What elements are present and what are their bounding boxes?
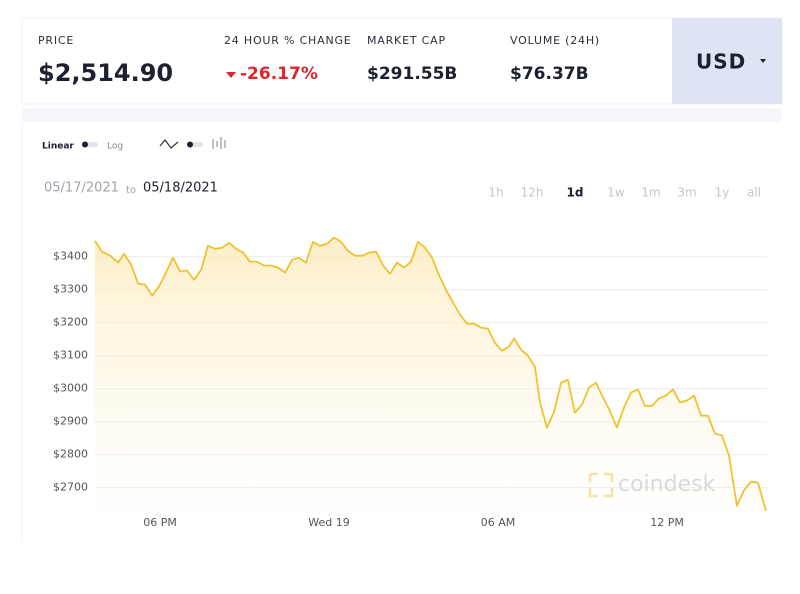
y-tick-label: $3100	[53, 349, 88, 362]
range-button[interactable]: 1y	[715, 186, 730, 200]
date-from[interactable]: 05/17/2021	[44, 181, 119, 196]
x-tick-label: 06 PM	[143, 516, 177, 529]
separator	[22, 108, 782, 122]
candle-icon[interactable]	[212, 137, 226, 149]
price-line	[94, 236, 767, 511]
line-icon[interactable]	[159, 139, 179, 149]
x-tick-label: Wed 19	[308, 516, 349, 529]
watermark: coindesk	[588, 472, 716, 498]
volume: $76.37B	[510, 64, 589, 84]
linear-option[interactable]: Linear	[42, 142, 74, 152]
y-tick-label: $2700	[53, 481, 88, 494]
log-option[interactable]: Log	[107, 142, 123, 152]
range-button[interactable]: 3m	[677, 186, 696, 200]
header-card	[21, 17, 783, 105]
range-button[interactable]: 1m	[641, 186, 660, 200]
market-cap: $291.55B	[367, 64, 457, 84]
y-tick-label: $3000	[53, 382, 88, 395]
price-label: PRICE	[38, 34, 74, 47]
range-button[interactable]: 1d	[567, 186, 584, 200]
caret	[760, 59, 766, 63]
range-buttons: 1h 12h 1d 1w 1m 3m 1y all	[488, 186, 761, 200]
toggle-knob	[82, 141, 88, 148]
watermark-text: coindesk	[618, 472, 716, 497]
change-label: 24 HOUR % CHANGE	[224, 34, 352, 47]
plot: $2700 $2800 $2900 $3000 $3100 $3200 $3300 $3400…	[53, 236, 767, 529]
y-tick-label: $3400	[53, 250, 88, 263]
date-to-word: to	[126, 185, 136, 196]
range-button[interactable]: 12h	[521, 186, 544, 200]
volume-label: VOLUME (24H)	[510, 34, 600, 47]
change: -26.17%	[240, 64, 318, 84]
y-tick-label: $2900	[53, 415, 88, 428]
currency[interactable]: USD	[696, 50, 746, 74]
y-tick-label: $3200	[53, 316, 88, 329]
price-area	[95, 237, 766, 514]
range-button[interactable]: 1h	[488, 186, 503, 200]
x-tick-label: 12 PM	[650, 516, 684, 529]
price: $2,514.90	[38, 59, 173, 87]
y-tick-label: $3300	[53, 283, 88, 296]
toggle-knob	[187, 141, 193, 148]
down-arrow	[226, 72, 236, 78]
date-until[interactable]: 05/18/2021	[143, 181, 218, 196]
market-cap-label: MARKET CAP	[367, 34, 446, 47]
x-tick-label: 06 AM	[481, 516, 516, 529]
y-tick-label: $2800	[53, 448, 88, 461]
range-button[interactable]: all	[747, 186, 761, 200]
range-button[interactable]: 1w	[607, 186, 625, 200]
